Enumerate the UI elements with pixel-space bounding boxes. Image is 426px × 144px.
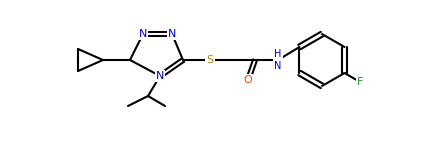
Text: N: N bbox=[139, 29, 147, 39]
Text: N: N bbox=[168, 29, 176, 39]
Text: O: O bbox=[244, 75, 252, 85]
Text: S: S bbox=[207, 55, 213, 65]
Text: N: N bbox=[156, 71, 164, 81]
Text: F: F bbox=[357, 77, 363, 87]
Text: H
N: H N bbox=[274, 49, 282, 71]
